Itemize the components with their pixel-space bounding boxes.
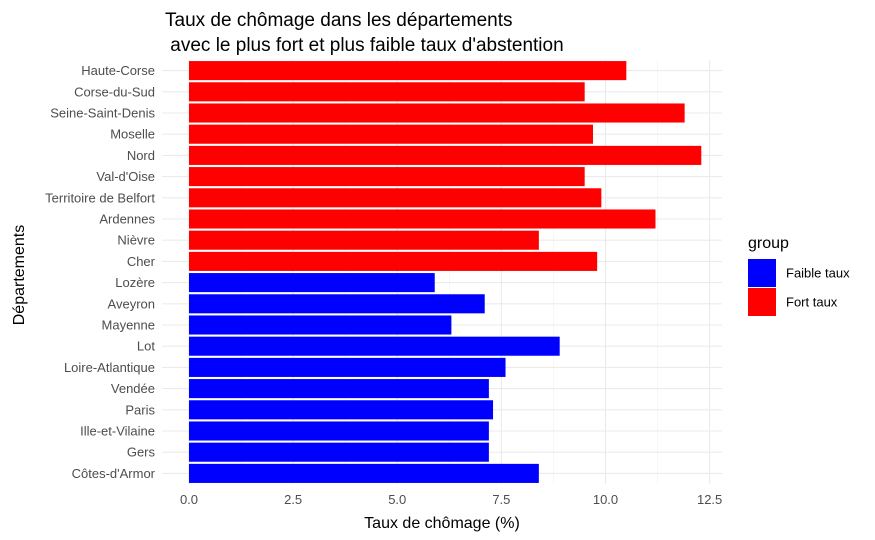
y-axis-title: Départements [11, 225, 28, 326]
bar-ni-vre [189, 230, 539, 250]
chart-title-line2: avec le plus fort et plus faible taux d'… [165, 35, 564, 56]
y-tick-label: Mayenne [102, 318, 155, 333]
y-tick-label: Aveyron [108, 296, 155, 311]
bar-ille-et-vilaine [189, 421, 489, 441]
y-tick-label: Val-d'Oise [96, 169, 155, 184]
x-tick-label: 2.5 [284, 492, 302, 507]
legend-label: Fort taux [786, 295, 838, 310]
grid [162, 60, 722, 484]
y-tick-label: Gers [127, 445, 156, 460]
y-tick-label: Loire-Atlantique [64, 360, 155, 375]
bar-paris [189, 400, 494, 420]
x-tick-labels: 0.0 2.5 5.0 7.5 10.0 12.5 [180, 492, 722, 507]
bar-ardennes [189, 209, 656, 229]
bar-cher [189, 251, 598, 271]
y-tick-label: Territoire de Belfort [45, 190, 155, 205]
bar-val-d-oise [189, 167, 585, 187]
bar-gers [189, 442, 489, 462]
y-tick-label: Côtes-d'Armor [72, 466, 156, 481]
y-tick-label: Corse-du-Sud [74, 84, 155, 99]
y-tick-label: Moselle [110, 127, 155, 142]
y-tick-label: Cher [127, 254, 156, 269]
y-tick-labels: Haute-Corse Corse-du-Sud Seine-Saint-Denis… [45, 63, 155, 481]
x-tick-label: 12.5 [697, 492, 722, 507]
x-tick-label: 10.0 [593, 492, 618, 507]
bar-aveyron [189, 294, 485, 314]
y-tick-label: Vendée [111, 381, 155, 396]
bar-moselle [189, 124, 594, 144]
bar-vend-e [189, 379, 489, 399]
y-tick-label: Lozère [115, 275, 155, 290]
bar-loire-atlantique [189, 357, 506, 377]
legend-title: group [748, 235, 789, 252]
chart-title-line1: Taux de chômage dans les départements [165, 10, 513, 31]
bar-haute-corse [189, 61, 627, 81]
y-tick-label: Ardennes [99, 212, 155, 227]
y-tick-label: Paris [125, 402, 155, 417]
y-tick-label: Ille-et-Vilaine [80, 424, 155, 439]
y-tick-label: Lot [137, 339, 155, 354]
bar-seine-saint-denis [189, 103, 685, 123]
y-tick-label: Nièvre [117, 233, 155, 248]
y-tick-label: Seine-Saint-Denis [50, 106, 155, 121]
bar-c-tes-d-armor [189, 463, 539, 483]
bar-corse-du-sud [189, 82, 585, 102]
legend-entries: Faible taux Fort taux [748, 259, 850, 316]
bar-lot [189, 336, 560, 356]
y-tick-label: Haute-Corse [81, 63, 155, 78]
bars [189, 61, 702, 483]
bar-mayenne [189, 315, 452, 335]
x-tick-label: 5.0 [388, 492, 406, 507]
legend-label: Faible taux [786, 266, 850, 281]
legend: group Faible taux Fort taux [748, 235, 850, 316]
bar-loz-re [189, 273, 435, 293]
x-axis-title: Taux de chômage (%) [364, 515, 520, 532]
bar-territoire-de-belfort [189, 188, 602, 208]
x-tick-label: 7.5 [492, 492, 510, 507]
legend-swatch [748, 288, 776, 316]
bar-nord [189, 145, 702, 165]
x-tick-label: 0.0 [180, 492, 198, 507]
y-tick-label: Nord [127, 148, 155, 163]
legend-swatch [748, 259, 776, 287]
